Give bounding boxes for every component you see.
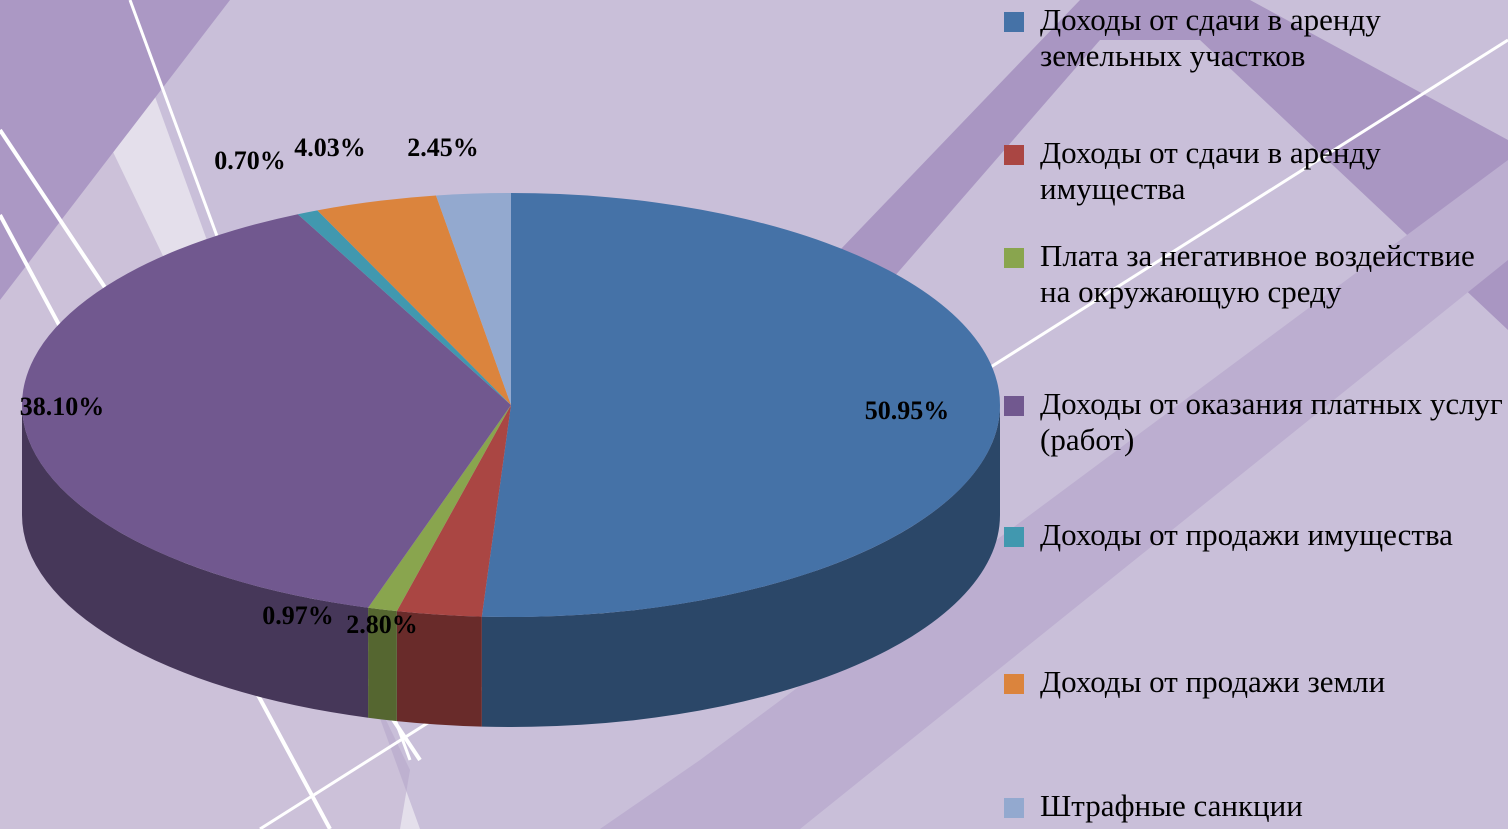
data-label: 38.10% [20,392,105,421]
pie-side [396,611,482,727]
legend-item: Доходы от продажи земли [1004,664,1504,700]
pie-sides [22,405,1000,727]
pie-slice [436,193,511,405]
legend-item: Доходы от сдачи в аренду имущества [1004,135,1504,207]
pie-slice [22,214,512,608]
legend-swatch [1004,12,1024,32]
pie-slice [368,405,511,612]
legend-label: Доходы от продажи земли [1040,664,1386,699]
data-labels: 50.95% 2.80% 0.97% 38.10% 0.70% 4.03% 2.45% [20,133,950,639]
data-label: 50.95% [865,396,950,425]
legend-item: Доходы от продажи имущества [1004,517,1504,553]
legend-label: Доходы от сдачи в аренду имущества [1040,135,1381,206]
legend-label: Доходы от сдачи в аренду земельных участ… [1040,2,1381,73]
legend-item: Доходы от оказания платных услуг (работ) [1004,386,1504,458]
legend-item: Плата за негативное воздействие на окруж… [1004,238,1504,310]
pie-slice [396,405,511,617]
legend-swatch [1004,396,1024,416]
legend-swatch [1004,674,1024,694]
pie-side [481,405,1000,727]
legend-swatch [1004,248,1024,268]
legend-label: Доходы от оказания платных услуг (работ) [1040,386,1503,457]
legend-label: Доходы от продажи имущества [1040,517,1453,552]
data-label: 0.70% [214,146,286,175]
legend-item: Доходы от сдачи в аренду земельных участ… [1004,2,1504,74]
data-label: 2.45% [407,133,479,162]
pie-slice [481,193,1000,617]
pie-slice [297,210,511,405]
legend-item: Штрафные санкции [1004,788,1504,824]
pie-side [368,607,397,722]
pie-side [22,405,369,718]
data-label: 0.97% [262,601,334,630]
legend-swatch [1004,527,1024,547]
pie-slice [317,195,511,405]
data-label: 2.80% [346,610,418,639]
legend-label: Штрафные санкции [1040,788,1303,823]
legend-swatch [1004,798,1024,818]
pie-tops [22,193,1000,617]
legend-label: Плата за негативное воздействие на окруж… [1040,238,1475,309]
data-label: 4.03% [294,133,366,162]
legend-swatch [1004,145,1024,165]
